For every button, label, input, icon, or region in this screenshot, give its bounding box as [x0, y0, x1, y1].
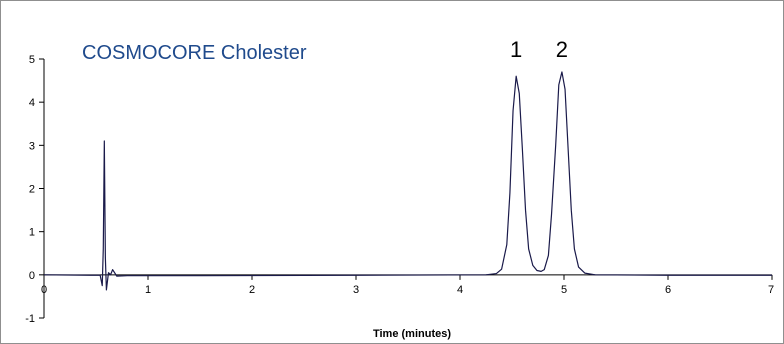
y-tick-label: 2 [29, 184, 35, 196]
chart-title: COSMOCORE Cholester [82, 42, 307, 64]
y-tick-label: -1 [25, 313, 35, 325]
x-tick-label: 3 [353, 284, 359, 296]
y-tick-label: 3 [29, 140, 35, 152]
y-tick-label: 0 [29, 270, 35, 282]
y-tick-label: 4 [29, 97, 35, 109]
chromatogram-trace [43, 71, 772, 291]
x-tick-label: 4 [457, 284, 463, 296]
peak-label-1: 1 [510, 37, 522, 62]
x-axis-title: Time (minutes) [373, 328, 451, 340]
y-tick-label: 5 [29, 54, 35, 66]
peak-label-2: 2 [556, 37, 568, 62]
x-tick-label: 7 [768, 284, 774, 296]
ticks: 0 1 2 3 4 5 6 7 -1 0 1 2 3 4 5 [25, 54, 774, 325]
x-tick-label: 5 [561, 284, 567, 296]
x-tick-label: 0 [41, 284, 47, 296]
axes [43, 59, 772, 318]
x-tick-label: 6 [665, 284, 671, 296]
y-tick-label: 1 [29, 227, 35, 239]
x-tick-label: 1 [145, 284, 151, 296]
x-tick-label: 2 [249, 284, 255, 296]
